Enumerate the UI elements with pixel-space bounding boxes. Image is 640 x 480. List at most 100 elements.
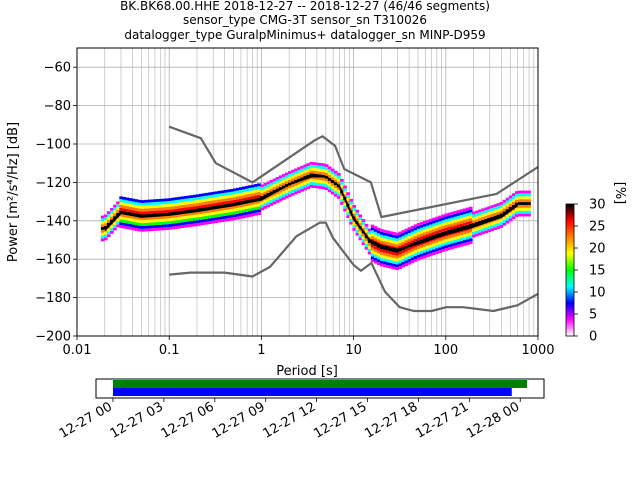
probability-cell <box>103 223 108 226</box>
probability-cell <box>508 198 513 202</box>
probability-cell <box>392 252 396 255</box>
probability-cell <box>334 173 338 177</box>
probability-cell <box>229 189 234 192</box>
probability-cell <box>272 184 277 188</box>
probability-cell <box>297 172 301 176</box>
probability-cell <box>300 171 304 175</box>
probability-cell <box>386 253 390 257</box>
probability-cell <box>278 184 283 187</box>
probability-cell <box>241 203 246 207</box>
probability-cell <box>349 216 353 219</box>
colorbar-tick-label: 15 <box>589 264 606 279</box>
probability-cell <box>140 228 145 232</box>
probability-cell <box>441 249 445 252</box>
probability-cell <box>364 226 369 230</box>
y-axis-label: Power [m²/s⁴/Hz] [dB] <box>6 122 21 262</box>
probability-cell <box>429 230 433 234</box>
probability-cell <box>260 201 265 205</box>
timeline-tick-label: 12-27 12 <box>260 399 318 441</box>
probability-cell <box>465 210 470 214</box>
probability-cell <box>419 236 424 240</box>
probability-cell <box>496 211 501 215</box>
probability-cell <box>465 230 470 234</box>
probability-cell <box>502 217 507 220</box>
probability-cell <box>324 187 329 191</box>
probability-cell <box>174 220 179 224</box>
probability-cell <box>386 262 390 266</box>
probability-cell <box>226 201 231 204</box>
probability-cell <box>149 202 154 206</box>
probability-cell <box>389 254 393 258</box>
probability-cell <box>223 215 228 219</box>
probability-cell <box>441 217 445 221</box>
probability-cell <box>107 231 111 235</box>
probability-cell <box>140 214 145 218</box>
probability-cell <box>110 225 114 229</box>
probability-cell <box>447 221 452 225</box>
probability-cell <box>346 195 350 198</box>
probability-cell <box>340 199 344 202</box>
probability-cell <box>180 213 185 217</box>
probability-cell <box>318 186 323 189</box>
probability-cell <box>156 207 160 211</box>
probability-cell <box>266 204 271 208</box>
probability-cell <box>462 231 467 235</box>
probability-cell <box>140 217 145 221</box>
probability-cell <box>260 190 265 194</box>
probability-cell <box>465 207 470 211</box>
probability-cell <box>490 205 495 209</box>
probability-cell <box>297 184 301 188</box>
probability-cell <box>119 216 123 220</box>
colorbar-tick-label: 30 <box>589 198 606 213</box>
probability-cell <box>248 193 252 197</box>
probability-cell <box>453 236 458 240</box>
probability-cell <box>257 200 261 204</box>
probability-cell <box>349 201 353 205</box>
probability-cell <box>149 199 154 203</box>
probability-cell <box>373 257 378 261</box>
probability-cell <box>386 230 390 234</box>
probability-cell <box>199 213 203 217</box>
probability-cell <box>229 214 234 218</box>
probability-cell <box>450 223 455 227</box>
probability-cell <box>168 215 172 219</box>
probability-cell <box>238 210 243 214</box>
probability-cell <box>208 198 212 201</box>
probability-cell <box>217 216 222 220</box>
probability-cell <box>383 255 387 259</box>
probability-cell <box>165 209 169 213</box>
probability-cell <box>232 191 237 195</box>
probability-cell <box>245 208 249 212</box>
probability-cell <box>398 231 403 235</box>
probability-cell <box>392 263 396 267</box>
probability-cell <box>404 231 409 235</box>
probability-cell <box>465 236 470 240</box>
probability-cell <box>413 235 418 239</box>
probability-cell <box>505 203 510 207</box>
probability-cell <box>367 234 372 238</box>
probability-cell <box>235 208 240 211</box>
probability-cell <box>100 238 105 242</box>
probability-cell <box>490 225 495 229</box>
probability-cell <box>444 216 449 220</box>
probability-cell <box>186 221 191 225</box>
probability-cell <box>472 234 476 238</box>
probability-cell <box>134 205 139 208</box>
probability-cell <box>275 200 280 203</box>
probability-cell <box>380 237 384 241</box>
probability-cell <box>217 196 222 200</box>
probability-cell <box>281 176 286 180</box>
probability-cell <box>140 203 145 206</box>
probability-cell <box>174 197 179 201</box>
probability-cell <box>223 210 228 213</box>
probability-cell <box>269 185 274 189</box>
probability-cell <box>116 207 120 210</box>
probability-cell <box>496 203 501 206</box>
probability-cell <box>232 205 237 209</box>
probability-cell <box>511 201 516 205</box>
probability-cell <box>410 260 415 264</box>
probability-cell <box>288 176 292 180</box>
probability-cell <box>312 165 317 168</box>
probability-cell <box>177 202 182 206</box>
probability-cell <box>502 222 507 226</box>
